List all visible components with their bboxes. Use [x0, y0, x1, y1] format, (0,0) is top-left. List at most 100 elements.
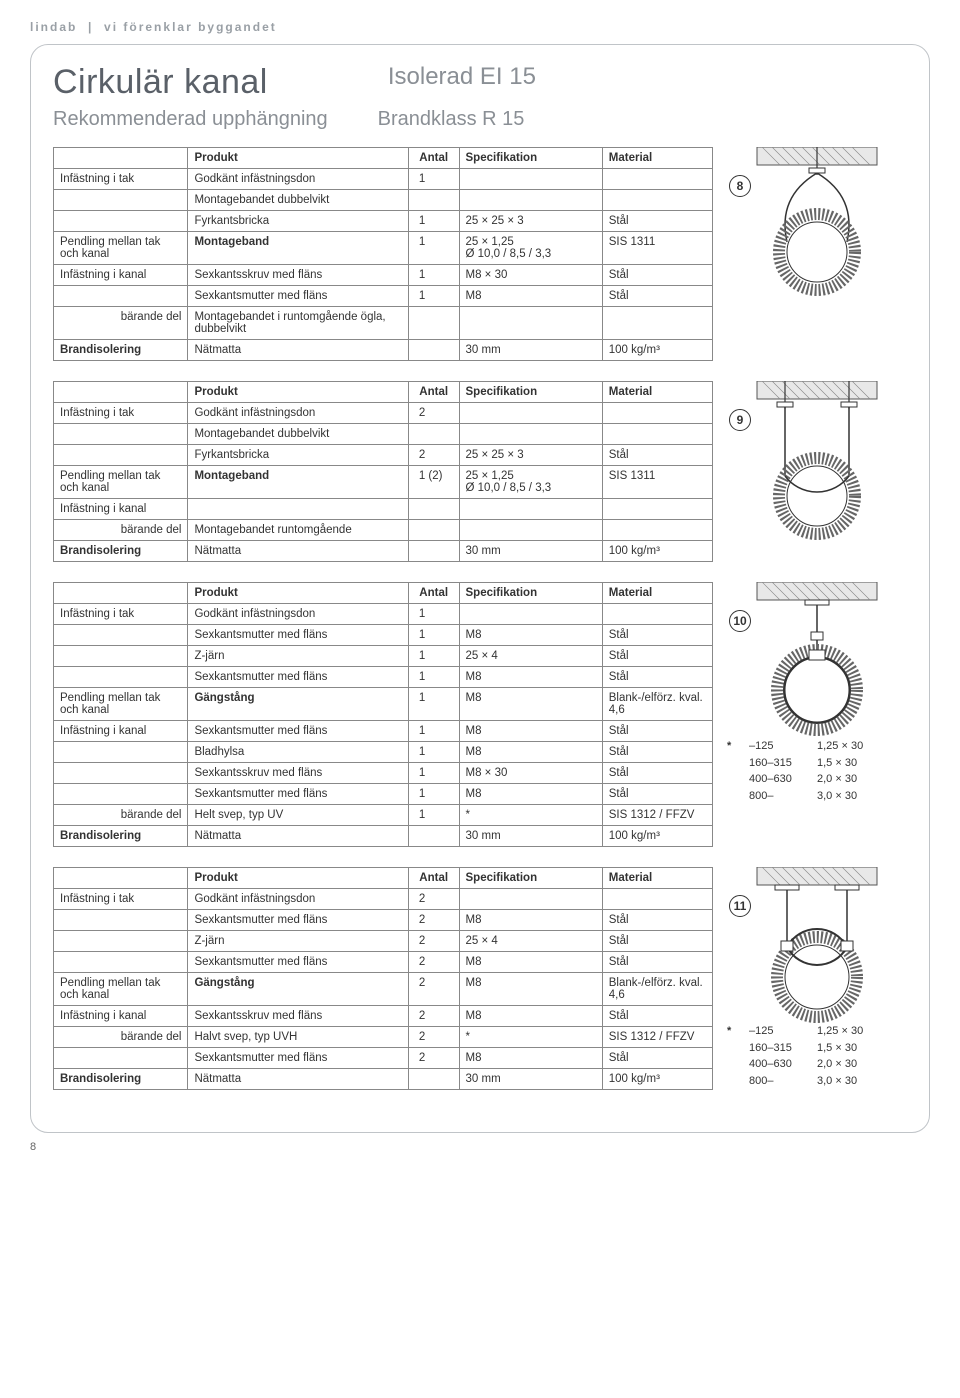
row-spec: M8 [459, 973, 602, 1006]
row-count: 1 [408, 784, 459, 805]
row-material: Stål [602, 625, 712, 646]
row-material [602, 403, 712, 424]
row-category: Infästning i tak [54, 403, 188, 424]
table-row: Infästning i kanal [54, 499, 713, 520]
row-count [408, 424, 459, 445]
table-row: Infästning i kanalSexkantsskruv med flän… [54, 1006, 713, 1027]
row-category [54, 952, 188, 973]
row-material [602, 604, 712, 625]
table-11: ProduktAntalSpecifikationMaterialInfästn… [53, 867, 713, 1090]
table-row: Sexkantsmutter med fläns2M8Stål [54, 952, 713, 973]
row-spec: 25 × 1,25Ø 10,0 / 8,5 / 3,3 [459, 466, 602, 499]
row-product: Nätmatta [188, 340, 408, 361]
row-count: 2 [408, 889, 459, 910]
diagram-11-svg [727, 867, 897, 1027]
row-product: Nätmatta [188, 541, 408, 562]
row-spec: M8 [459, 625, 602, 646]
row-count: 1 [408, 721, 459, 742]
diagram-8-svg [727, 147, 897, 297]
row-category: bärande del [54, 1027, 188, 1048]
row-spec: M8 [459, 1006, 602, 1027]
row-spec: M8 [459, 784, 602, 805]
row-material: 100 kg/m³ [602, 541, 712, 562]
subtitle-row: Rekommenderad upphängning Brandklass R 1… [53, 108, 907, 131]
row-product: Montageband [188, 232, 408, 265]
row-product: Montagebandet runtomgående [188, 520, 408, 541]
row-product: Helt svep, typ UV [188, 805, 408, 826]
row-count [408, 499, 459, 520]
table-row: Pendling mellan tak och kanalGängstång2M… [54, 973, 713, 1006]
table-row: Pendling mellan tak och kanalMontageband… [54, 232, 713, 265]
row-category: Infästning i kanal [54, 499, 188, 520]
table-row: bärande delHalvt svep, typ UVH2*SIS 1312… [54, 1027, 713, 1048]
row-category [54, 667, 188, 688]
subtitle-sub: Brandklass R 15 [378, 108, 525, 131]
row-spec: M8 [459, 688, 602, 721]
section-9: ProduktAntalSpecifikationMaterialInfästn… [53, 381, 907, 562]
row-product: Godkänt infästningsdon [188, 604, 408, 625]
row-category: bärande del [54, 307, 188, 340]
row-count: 1 [408, 742, 459, 763]
title-row: Cirkulär kanal Isolerad EI 15 [53, 63, 907, 102]
table-row: Sexkantsmutter med fläns2M8Stål [54, 910, 713, 931]
row-material: Stål [602, 721, 712, 742]
row-product: Sexkantsmutter med fläns [188, 1048, 408, 1069]
row-material: SIS 1311 [602, 466, 712, 499]
table-8: ProduktAntalSpecifikationMaterialInfästn… [53, 147, 713, 361]
diagram-10-svg [727, 582, 897, 742]
row-product: Sexkantsmutter med fläns [188, 286, 408, 307]
row-count: 1 [408, 625, 459, 646]
row-count: 2 [408, 973, 459, 1006]
table-row: Fyrkantsbricka225 × 25 × 3Stål [54, 445, 713, 466]
row-spec: M8 [459, 910, 602, 931]
row-category [54, 424, 188, 445]
table-row: Infästning i takGodkänt infästningsdon2 [54, 403, 713, 424]
row-count [408, 541, 459, 562]
page-header-tag: lindab | vi förenklar byggandet [30, 20, 930, 34]
row-spec [459, 169, 602, 190]
row-category [54, 625, 188, 646]
row-product: Z-järn [188, 646, 408, 667]
row-material [602, 520, 712, 541]
row-spec: 25 × 4 [459, 646, 602, 667]
row-category: Pendling mellan tak och kanal [54, 232, 188, 265]
table-row: Infästning i kanalSexkantsskruv med flän… [54, 265, 713, 286]
diagram-9-col: 9 [727, 381, 907, 531]
row-count: 1 (2) [408, 466, 459, 499]
row-count [408, 826, 459, 847]
row-spec: 25 × 25 × 3 [459, 445, 602, 466]
row-spec: 25 × 4 [459, 931, 602, 952]
row-count: 1 [408, 169, 459, 190]
table-row: Fyrkantsbricka125 × 25 × 3Stål [54, 211, 713, 232]
note-row: 800–3,0 × 30 [727, 788, 907, 805]
row-product: Gängstång [188, 688, 408, 721]
table-9: ProduktAntalSpecifikationMaterialInfästn… [53, 381, 713, 562]
diagram-10-col: 10 [727, 582, 907, 804]
row-count [408, 1069, 459, 1090]
row-product: Fyrkantsbricka [188, 211, 408, 232]
note-11: *–1251,25 × 30160–3151,5 × 30400–6302,0 … [727, 1023, 907, 1089]
row-category: Pendling mellan tak och kanal [54, 973, 188, 1006]
row-material [602, 307, 712, 340]
row-product: Sexkantsskruv med fläns [188, 1006, 408, 1027]
row-category [54, 931, 188, 952]
section-11: ProduktAntalSpecifikationMaterialInfästn… [53, 867, 907, 1090]
diagram-8: 8 [727, 147, 897, 297]
row-category [54, 763, 188, 784]
row-spec [459, 424, 602, 445]
row-spec [459, 889, 602, 910]
row-material: Stål [602, 667, 712, 688]
row-product: Godkänt infästningsdon [188, 169, 408, 190]
row-category: Infästning i kanal [54, 721, 188, 742]
row-product: Nätmatta [188, 826, 408, 847]
row-spec [459, 604, 602, 625]
row-count: 1 [408, 646, 459, 667]
row-product: Sexkantsmutter med fläns [188, 667, 408, 688]
row-category [54, 211, 188, 232]
row-count: 2 [408, 952, 459, 973]
row-material: Stål [602, 784, 712, 805]
row-material: Stål [602, 742, 712, 763]
row-spec: 30 mm [459, 340, 602, 361]
row-material: Stål [602, 910, 712, 931]
table-row: bärande delMontagebandet i runtomgående … [54, 307, 713, 340]
